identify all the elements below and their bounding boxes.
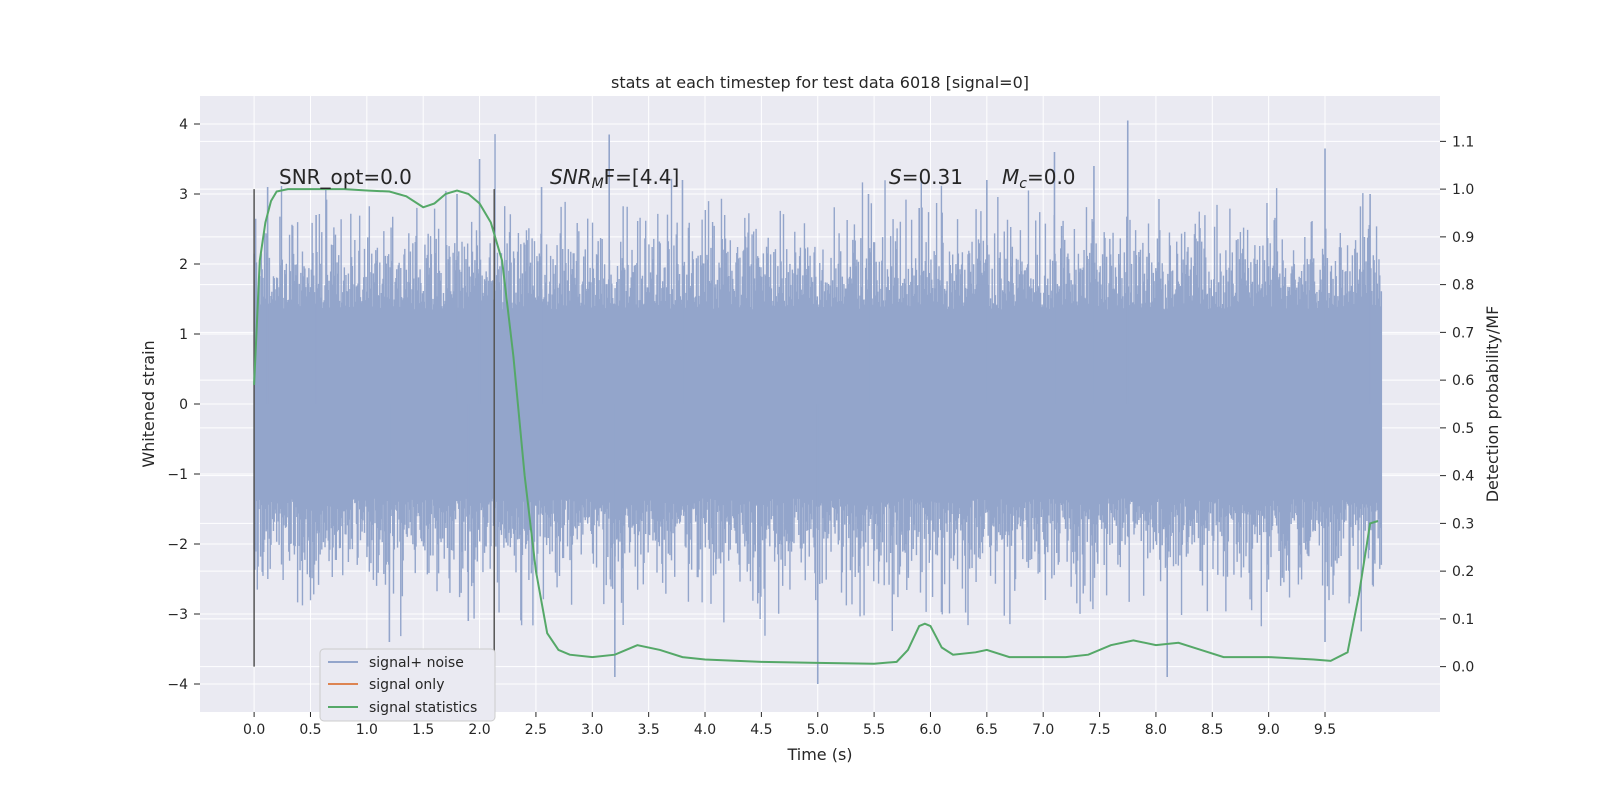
x-tick-label-1: 0.5 — [299, 722, 321, 738]
y-tick-label-4: 0 — [179, 397, 188, 413]
y2-tick-label-10: 0.1 — [1452, 612, 1474, 628]
y2-axis-label: Detection probability/MF — [1483, 306, 1502, 503]
legend-label-noise: signal+ noise — [369, 655, 464, 671]
chart-title: stats at each timestep for test data 601… — [611, 73, 1029, 92]
y2-tick-label-0: 1.1 — [1452, 134, 1474, 150]
signal-statistics-series — [253, 188, 1379, 665]
x-tick-label-2: 1.0 — [356, 722, 378, 738]
y2-tick-label-5: 0.6 — [1452, 373, 1474, 389]
x-tick-label-9: 4.5 — [750, 722, 772, 738]
y-tick-label-6: −2 — [167, 537, 188, 553]
x-tick-label-0: 0.0 — [243, 722, 265, 738]
y-tick-label-0: 4 — [179, 117, 188, 133]
x-tick-label-16: 8.0 — [1145, 722, 1167, 738]
x-tick-label-5: 2.5 — [525, 722, 547, 738]
x-tick-label-3: 1.5 — [412, 722, 434, 738]
annotation-s-rest: =0.31 — [902, 165, 963, 189]
x-tick-label-13: 6.5 — [976, 722, 998, 738]
x-tick-labels: 0.0 0.5 1.0 1.5 2.0 2.5 3.0 3.5 4.0 4.5 5.0 5.5 6.0 6… — [243, 712, 1336, 738]
legend-box — [319, 648, 496, 722]
annotation-mc-rest: =0.0 — [1027, 165, 1076, 189]
legend-label-statistics: signal statistics — [369, 700, 477, 716]
x-tick-label-19: 9.5 — [1314, 722, 1336, 738]
x-axis-label: Time (s) — [786, 745, 852, 764]
annotation-snr-mf-sub: M — [592, 176, 604, 192]
annotation-snr-mf-rest: F=[4.4] — [604, 165, 680, 189]
x-tick-label-10: 5.0 — [807, 722, 829, 738]
annotation-snr-mf: SNRMF=[4.4] — [550, 165, 679, 192]
x-tick-label-6: 3.0 — [581, 722, 603, 738]
y2-tick-label-2: 0.9 — [1452, 230, 1474, 246]
x-tick-label-12: 6.0 — [919, 722, 941, 738]
annotation-snr-opt: SNR_opt=0.0 — [279, 165, 412, 189]
vertical-markers — [253, 189, 495, 667]
y2-tick-labels: 1.1 1.0 0.9 0.8 0.7 0.6 0.5 0.4 0.3 0.2 0.1 0.0 — [1440, 134, 1474, 676]
y2-tick-label-11: 0.0 — [1452, 660, 1474, 676]
legend: signal+ noise signal only signal statist… — [319, 648, 496, 722]
annotation-snr-mf-main: SNR — [550, 165, 592, 189]
x-tick-label-14: 7.0 — [1032, 722, 1054, 738]
y2-tick-label-1: 1.0 — [1452, 182, 1474, 198]
annotation-mc: Mc=0.0 — [1002, 165, 1076, 192]
y-tick-label-5: −1 — [167, 467, 188, 483]
y-axis-label: Whitened strain — [139, 340, 158, 467]
y-tick-label-2: 2 — [179, 257, 188, 273]
x-tick-label-8: 4.0 — [694, 722, 716, 738]
y-tick-label-8: −4 — [167, 677, 188, 693]
y2-tick-label-6: 0.5 — [1452, 421, 1474, 437]
x-tick-label-7: 3.5 — [638, 722, 660, 738]
y-tick-label-3: 1 — [179, 327, 188, 343]
annotation-mc-sub: c — [1019, 176, 1027, 192]
annotation-s-main: S — [889, 165, 902, 189]
legend-label-signal-only: signal only — [369, 677, 444, 693]
y2-tick-label-7: 0.4 — [1452, 469, 1474, 485]
y-tick-labels: 4 3 2 1 0 −1 −2 −3 −4 — [167, 117, 200, 693]
annotation-s: S=0.31 — [889, 165, 963, 189]
noise-series — [253, 120, 1383, 684]
y-tick-label-1: 3 — [179, 187, 188, 203]
signal-statistics-line — [253, 188, 1379, 665]
y2-tick-label-9: 0.2 — [1452, 564, 1474, 580]
y-tick-label-7: −3 — [167, 607, 188, 623]
x-tick-label-18: 9.0 — [1258, 722, 1280, 738]
y2-tick-label-3: 0.8 — [1452, 278, 1474, 294]
y2-tick-label-8: 0.3 — [1452, 516, 1474, 532]
y2-tick-label-4: 0.7 — [1452, 325, 1474, 341]
x-tick-label-15: 7.5 — [1088, 722, 1110, 738]
annotation-mc-main: M — [1002, 165, 1019, 189]
x-tick-label-4: 2.0 — [468, 722, 490, 738]
x-tick-label-11: 5.5 — [863, 722, 885, 738]
x-tick-label-17: 8.5 — [1201, 722, 1223, 738]
